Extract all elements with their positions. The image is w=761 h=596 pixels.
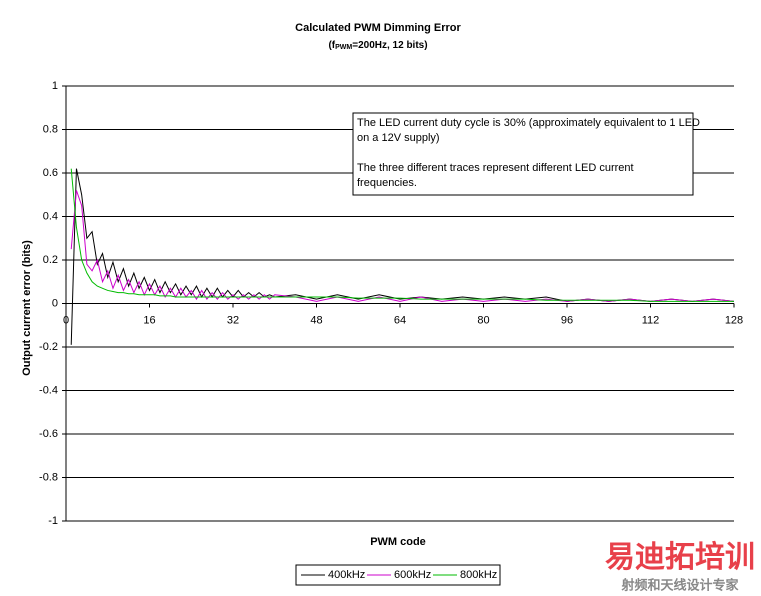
y-tick-label: 1 bbox=[52, 80, 58, 92]
annotation-text: on a 12V supply) bbox=[357, 132, 440, 144]
annotation-text: The three different traces represent dif… bbox=[357, 162, 634, 174]
subtitle-part: (f bbox=[328, 40, 335, 51]
subtitle-sub: PWM bbox=[335, 44, 352, 51]
legend-label: 800kHz bbox=[460, 569, 497, 581]
watermark-subtitle: 射频和天线设计专家 bbox=[620, 577, 739, 592]
y-tick-label: 0.8 bbox=[43, 123, 58, 135]
y-tick-label: 0 bbox=[52, 297, 58, 309]
x-tick-label: 48 bbox=[310, 314, 322, 326]
x-tick-label: 128 bbox=[725, 314, 743, 326]
y-tick-label: 0.2 bbox=[43, 254, 58, 266]
y-tick-label: -1 bbox=[48, 515, 58, 527]
x-tick-label: 112 bbox=[642, 314, 660, 326]
x-axis-title: PWM code bbox=[370, 536, 426, 548]
chart-title: Calculated PWM Dimming Error bbox=[295, 22, 461, 34]
series-line bbox=[70, 190, 735, 302]
y-tick-label: 0.4 bbox=[43, 210, 58, 222]
chart-subtitle: (fPWM=200Hz, 12 bits) bbox=[328, 40, 427, 51]
y-tick-label: 0.6 bbox=[43, 167, 58, 179]
subtitle-part: =200Hz, 12 bits) bbox=[352, 40, 427, 51]
watermark-title: 易迪拓培训 bbox=[605, 540, 755, 574]
y-tick-label: -0.2 bbox=[39, 341, 58, 353]
legend-label: 600kHz bbox=[394, 569, 431, 581]
legend-box bbox=[295, 564, 501, 586]
annotation-text: frequencies. bbox=[357, 177, 417, 189]
annotation-text: The LED current duty cycle is 30% (appro… bbox=[357, 117, 700, 129]
x-tick-label: 64 bbox=[394, 314, 406, 326]
x-tick-label: 0 bbox=[63, 314, 69, 326]
y-tick-label: -0.4 bbox=[39, 384, 58, 396]
x-tick-label: 32 bbox=[227, 314, 239, 326]
y-tick-label: -0.8 bbox=[39, 471, 58, 483]
x-tick-label: 16 bbox=[143, 314, 155, 326]
legend-label: 400kHz bbox=[328, 569, 365, 581]
x-tick-label: 80 bbox=[477, 314, 489, 326]
y-tick-label: -0.6 bbox=[39, 428, 58, 440]
y-axis-title: Output current error (bits) bbox=[21, 240, 33, 376]
series-line bbox=[70, 168, 734, 302]
annotation-box bbox=[352, 112, 694, 196]
x-tick-label: 96 bbox=[561, 314, 573, 326]
